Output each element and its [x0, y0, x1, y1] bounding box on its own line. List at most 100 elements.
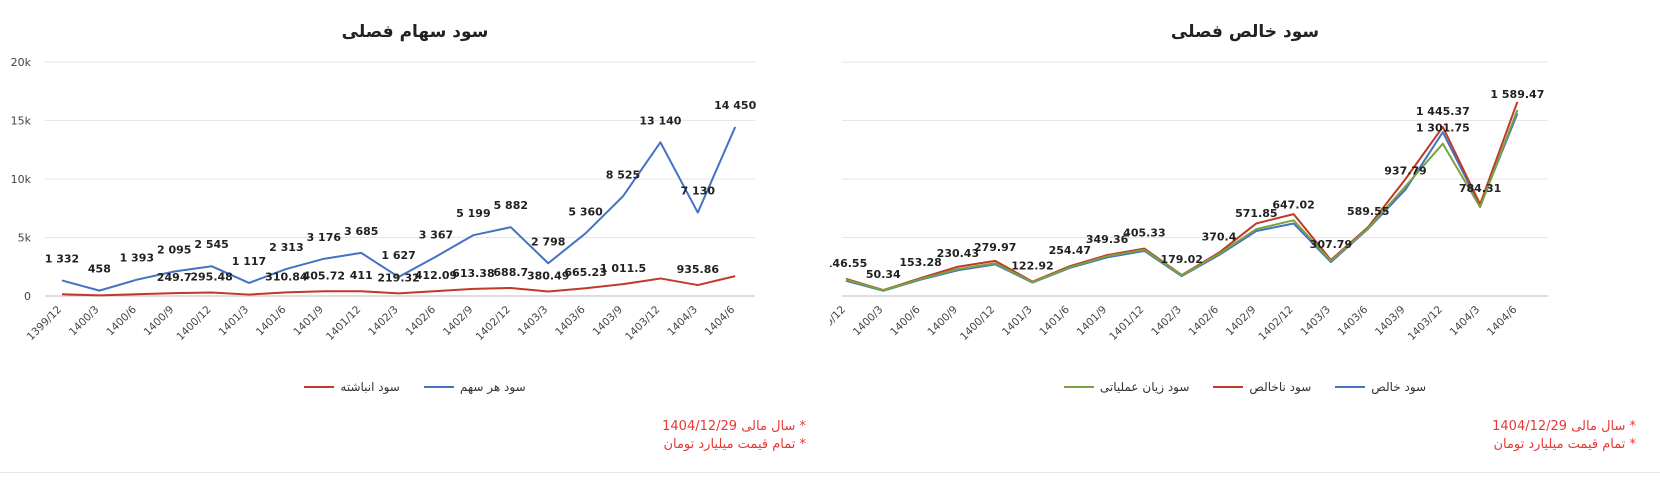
- data-label: 8 525: [606, 168, 640, 181]
- data-label: 647.02: [1272, 198, 1314, 211]
- legend-label: سود خالص: [1371, 380, 1427, 394]
- x-tick-label: 1404/6: [703, 303, 738, 338]
- x-tick-label: 1402/3: [366, 304, 401, 339]
- data-label: 230.43: [937, 247, 979, 260]
- legend-swatch: [1335, 386, 1366, 388]
- legend-item[interactable]: سود زیان عملیاتی: [1063, 380, 1190, 394]
- bottom-divider: [0, 472, 1660, 473]
- x-tick-label: 1404/6: [1485, 303, 1520, 338]
- data-label: 1 589.47: [1490, 88, 1544, 101]
- data-label: 370.4: [1202, 231, 1237, 244]
- x-tick-label: 1401/3: [1000, 304, 1035, 339]
- data-label: 589.55: [1347, 205, 1389, 218]
- legend-label: سود زیان عملیاتی: [1099, 380, 1190, 394]
- data-label: 411: [350, 269, 373, 282]
- data-label: 405.33: [1123, 227, 1165, 240]
- data-label: 279.97: [974, 241, 1016, 254]
- data-label: 3 367: [419, 229, 453, 242]
- x-tick-label: 1401/6: [1037, 303, 1072, 338]
- data-label: 458: [88, 263, 111, 276]
- x-tick-label: 1401/9: [291, 304, 326, 339]
- data-label: 688.7: [493, 266, 528, 279]
- data-label: 153.28: [899, 256, 941, 269]
- x-tick-label: 1402/12: [1256, 304, 1295, 343]
- data-label: 1 393: [120, 252, 154, 265]
- x-tick-label: 1403/3: [516, 304, 551, 339]
- legend-swatch: [1213, 386, 1244, 388]
- data-label: 5 882: [494, 199, 528, 212]
- data-label: 1 445.37: [1416, 105, 1470, 118]
- x-tick-label: 1403/9: [1373, 304, 1408, 339]
- data-label: 2 313: [269, 241, 303, 254]
- data-label: 5 360: [568, 205, 603, 218]
- data-label: 310.84: [265, 270, 308, 283]
- chart-panel-right: سود خالص فصلی 05001000150020001399/12140…: [830, 0, 1660, 472]
- data-label: 7 130: [681, 185, 716, 198]
- x-tick-label: 1402/6: [404, 303, 439, 338]
- legend-item[interactable]: سود هر سهم: [423, 380, 526, 394]
- legend-label: سود انباشته: [340, 380, 400, 394]
- data-label: 613.38: [452, 267, 494, 280]
- data-label: 1 332: [45, 252, 79, 265]
- y-tick-label: 15k: [11, 115, 32, 128]
- legend-swatch: [304, 386, 335, 388]
- y-tick-label: 0: [24, 290, 31, 303]
- x-tick-label: 1402/9: [441, 304, 476, 339]
- data-label: 349.36: [1086, 233, 1129, 246]
- data-label: 784.31: [1459, 182, 1501, 195]
- data-label: 937.79: [1384, 164, 1426, 177]
- series-line-2: [845, 109, 1519, 292]
- legend-item[interactable]: سود ناخالص: [1213, 380, 1311, 394]
- x-tick-label: 1402/9: [1224, 304, 1259, 339]
- data-label: 13 140: [639, 114, 681, 127]
- legend-swatch: [1063, 386, 1094, 388]
- x-tick-label: 1399/12: [25, 304, 64, 343]
- data-label: 2 798: [531, 235, 565, 248]
- y-tick-label: 10k: [11, 173, 32, 186]
- x-tick-label: 1403/12: [623, 304, 662, 343]
- chart-panel-left: سود سهام فصلی 0 5k 10k 15k 20k 1399/12 1400/3 1…: [0, 0, 830, 472]
- data-label: 665.23: [564, 266, 606, 279]
- note-fiscal-year: * سال مالی 1404/12/29: [662, 419, 806, 434]
- chart-legend: سود هر سهم سود انباشته: [0, 380, 830, 394]
- x-tick-label: 1401/3: [217, 304, 252, 339]
- chart-title: سود سهام فصلی: [341, 22, 489, 42]
- x-tick-label: 1400/3: [67, 304, 102, 339]
- x-tick-label: 1403/3: [1298, 304, 1333, 339]
- legend-label: سود هر سهم: [459, 380, 526, 394]
- data-label: 307.79: [1310, 238, 1352, 251]
- x-tick-label: 1404/3: [1448, 304, 1483, 339]
- data-label: 405.72: [303, 269, 345, 282]
- data-label: 146.55: [830, 257, 867, 270]
- x-tick-label: 1400/6: [888, 303, 923, 338]
- x-tick-label: 1399/12: [830, 304, 848, 343]
- data-label: 249.7: [157, 271, 192, 284]
- note-fiscal-year: * سال مالی 1404/12/29: [1492, 419, 1636, 434]
- data-label: 122.92: [1011, 260, 1053, 273]
- x-tick-label: 1400/9: [142, 304, 177, 339]
- chart-title: سود خالص فصلی: [1170, 22, 1320, 42]
- data-label: 3 685: [344, 225, 378, 238]
- x-tick-label: 1403/6: [1336, 303, 1371, 338]
- x-tick-label: 1403/9: [591, 304, 626, 339]
- chart-notes: * سال مالی 1404/12/29 * تمام قیمت میلیار…: [1492, 418, 1636, 454]
- x-tick-label: 1404/3: [665, 304, 700, 339]
- legend-swatch: [423, 386, 454, 388]
- x-tick-label: 1400/12: [174, 304, 213, 343]
- x-tick-label: 1401/9: [1075, 304, 1110, 339]
- x-tick-label: 1401/6: [254, 303, 289, 338]
- x-tick-label: 1403/12: [1406, 304, 1445, 343]
- data-label: 380.49: [527, 270, 569, 283]
- y-tick-label: 5k: [18, 232, 32, 245]
- data-label: 412.09: [415, 269, 457, 282]
- data-label: 1 627: [381, 249, 415, 262]
- legend-item[interactable]: سود انباشته: [304, 380, 400, 394]
- y-tick-label: 20k: [11, 56, 32, 69]
- x-tick-label: 1401/12: [1107, 304, 1146, 343]
- data-label: 254.47: [1049, 244, 1091, 257]
- chart-legend: سود خالص سود ناخالص سود زیان عملیاتی: [830, 380, 1660, 394]
- data-label: 2 095: [157, 243, 191, 256]
- legend-item[interactable]: سود خالص: [1335, 380, 1426, 394]
- x-tick-label: 1400/12: [958, 304, 997, 343]
